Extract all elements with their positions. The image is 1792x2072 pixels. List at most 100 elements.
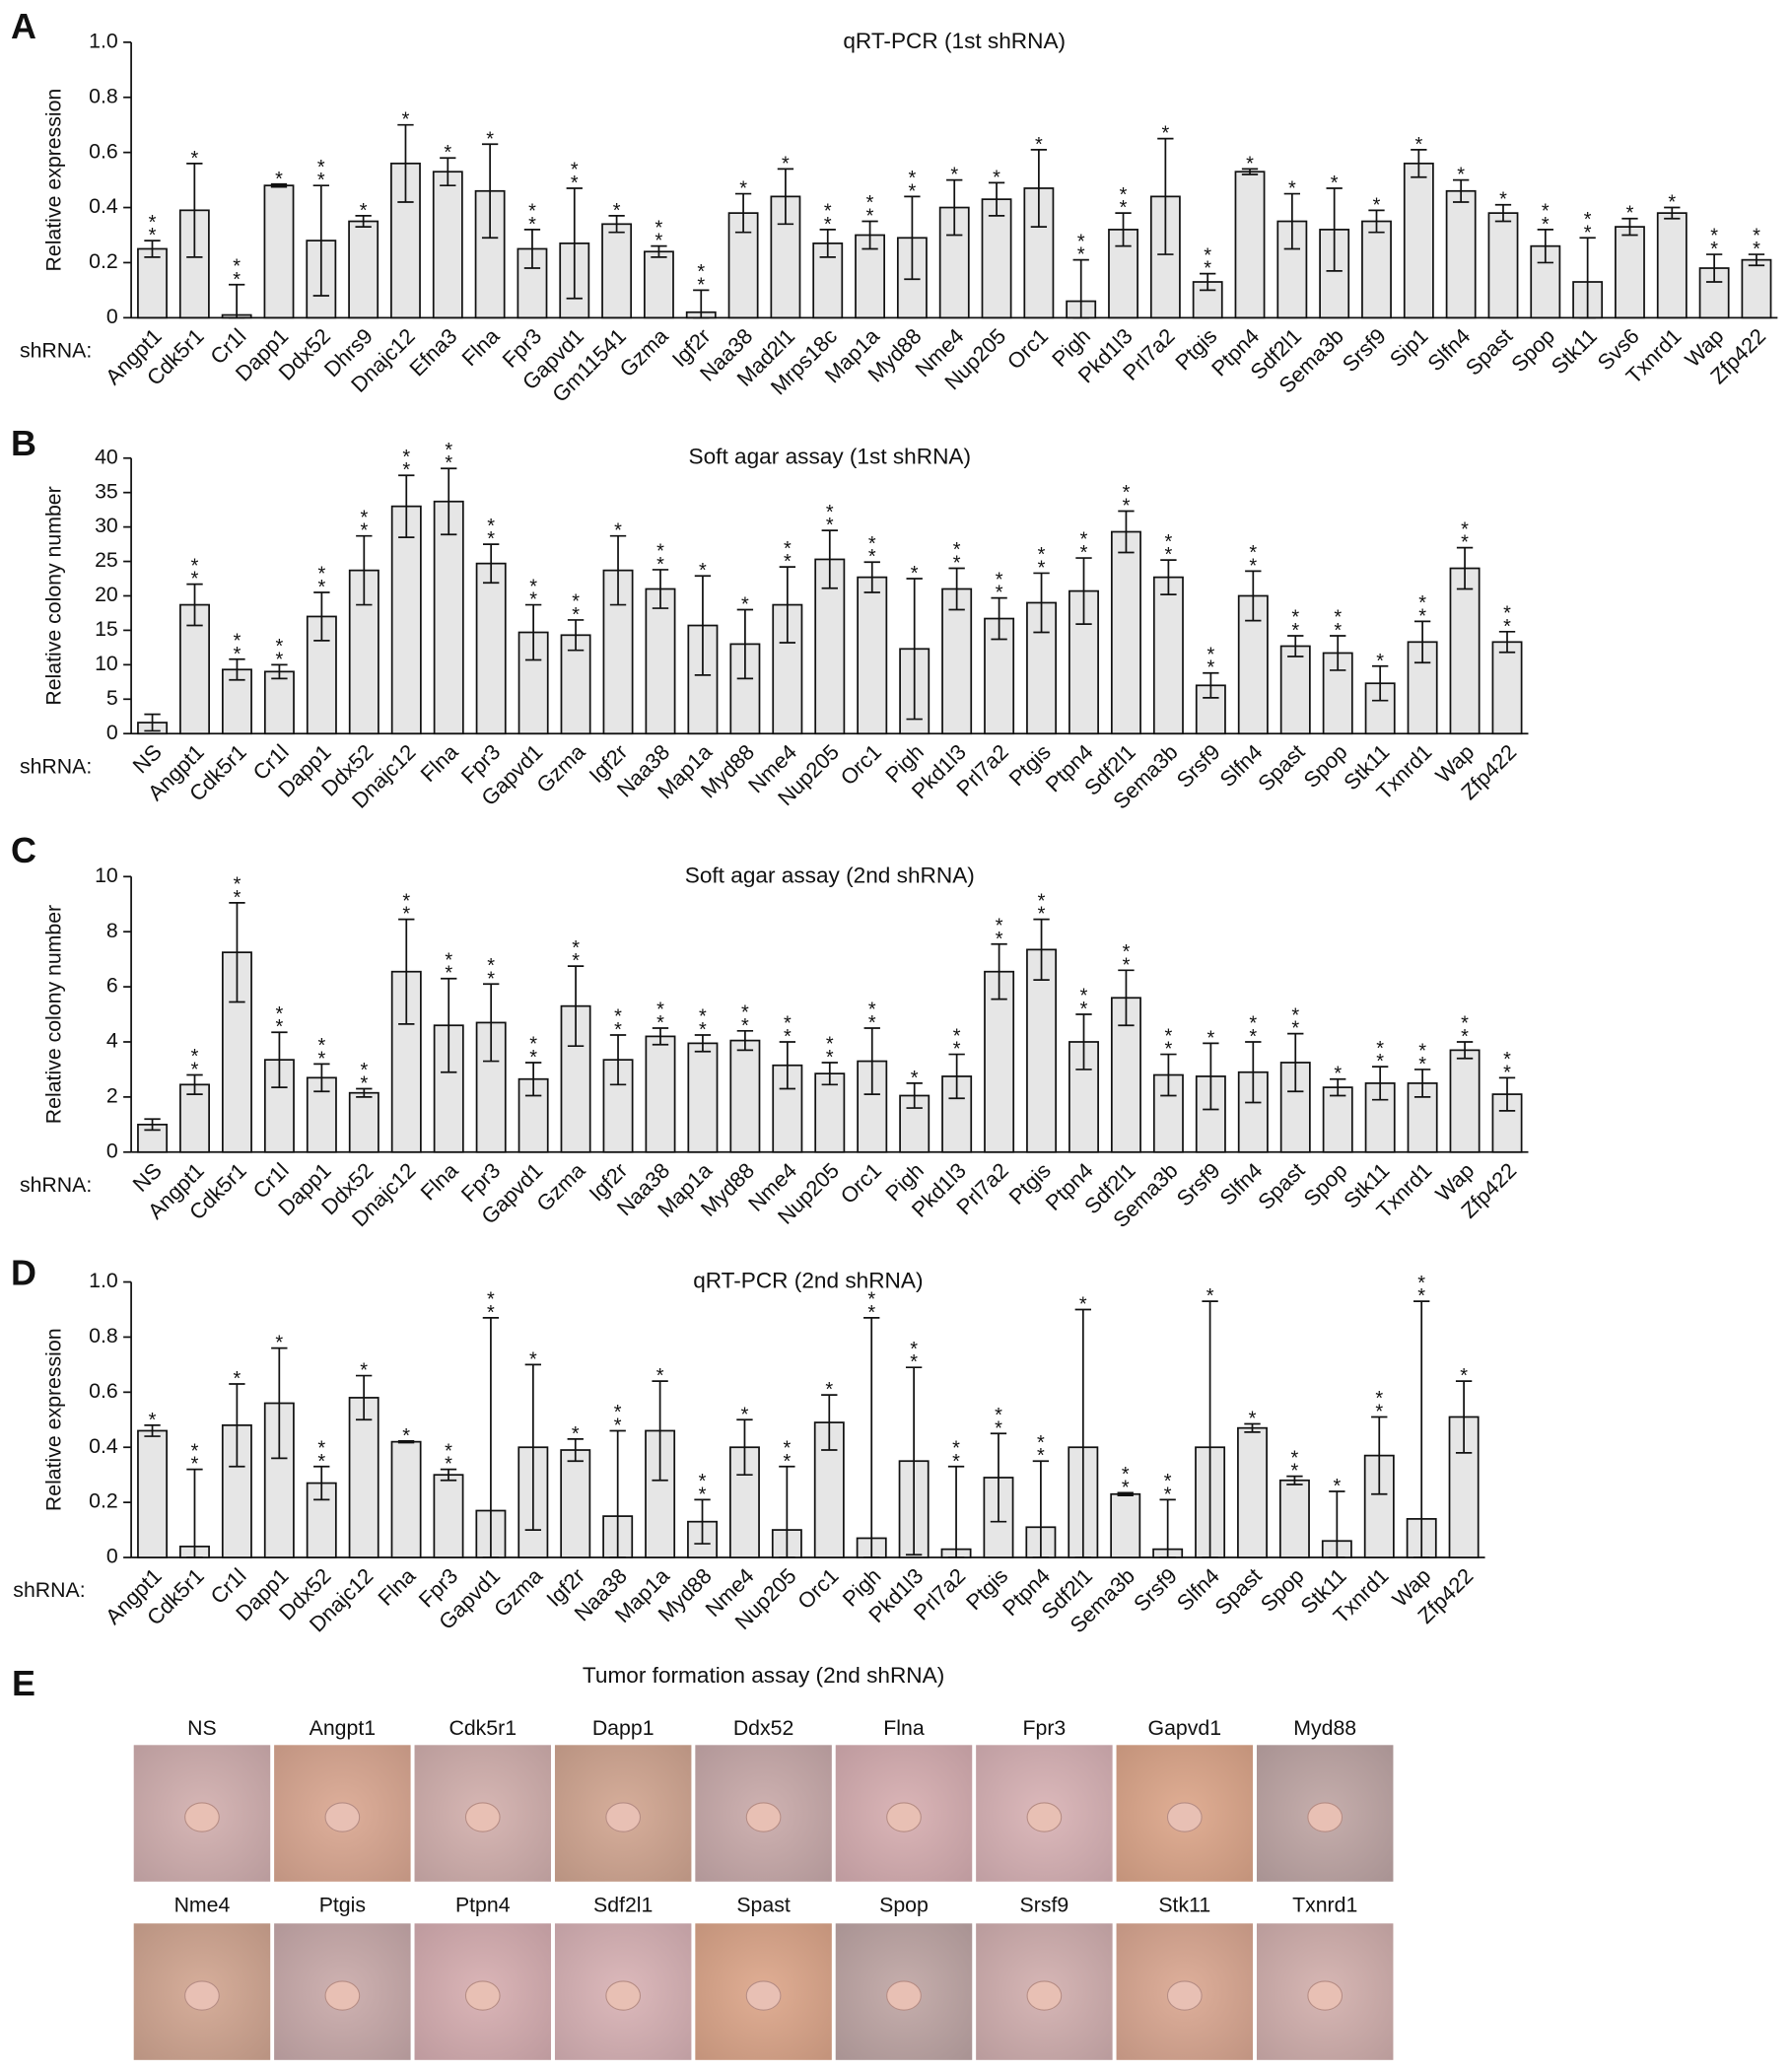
bar [941,587,973,735]
significance: * * [445,950,452,985]
bar [263,184,295,319]
bar [137,1429,169,1558]
significance: * * [1123,941,1131,976]
error-bar [567,619,585,652]
significance: * * [276,636,284,670]
significance: * [1414,134,1422,156]
error-bar [779,1465,795,1558]
error-bar [1371,1066,1389,1101]
error-bar [1283,192,1300,250]
error-bar [1371,1416,1388,1495]
error-bar [1157,137,1174,255]
bar [601,223,633,319]
x-tick-label: Flna [457,323,505,371]
significance: * [360,200,368,222]
significance: * * [824,201,832,236]
significance: * * [1418,1041,1426,1075]
error-bar [523,229,541,269]
bar [433,500,464,735]
significance: * [402,1425,410,1447]
significance: * * [868,1000,876,1034]
error-bar [904,195,921,281]
significance: * * [528,201,536,236]
error-bar [481,143,499,240]
significance: * * [276,1003,284,1038]
error-bar [271,663,288,680]
chart-title: Soft agar assay (2nd shRNA) [685,863,975,887]
y-tick-label: 6 [106,974,118,998]
y-tick-label: 2 [106,1084,118,1108]
error-bar [186,1073,203,1095]
error-bar [1072,258,1089,319]
error-bar [863,1027,880,1095]
significance: * * [655,218,663,252]
chart-title: qRT-PCR (1st shRNA) [843,29,1066,53]
significance: * * [1038,891,1046,926]
photo-label: Ptgis [319,1894,366,1917]
significance: * * [191,1046,199,1080]
significance: * * [1080,986,1088,1020]
significance: * * [1120,184,1128,219]
bar [1403,162,1434,319]
y-tick-label: 0.4 [89,1434,118,1458]
significance: * * [784,1013,792,1048]
error-bar [1456,546,1474,590]
error-bar [1330,1077,1346,1097]
error-bar [144,240,161,258]
significance: * * [866,192,874,227]
significance: * [572,1423,580,1445]
x-tick-label: Orc1 [793,1563,843,1614]
error-bar [1494,203,1512,223]
error-bar [271,1347,288,1460]
significance: * [1206,1285,1214,1307]
significance: * [993,168,1000,189]
error-bar [693,289,710,319]
bar [475,562,507,735]
significance: * * [867,1289,875,1324]
significance: * * [1249,1013,1257,1048]
error-bar [821,1394,838,1451]
significance: * * [995,1405,1002,1439]
bar [1237,1426,1268,1558]
significance: * * [699,1471,707,1505]
error-bar [863,1317,880,1558]
significance: * * [487,1289,495,1324]
significance: * * [445,1441,452,1476]
significance: * * [487,516,495,550]
x-tick-label: Flna [416,1157,463,1205]
photo-label: Dapp1 [592,1716,655,1740]
significance: * * [996,570,1003,604]
significance: * * [1077,232,1085,266]
bar [1026,948,1058,1153]
error-bar [1413,1069,1431,1098]
error-bar [398,474,415,538]
significance: * [1246,154,1254,175]
error-bar [229,283,245,319]
error-bar [1537,229,1553,264]
significance: * [1206,1028,1214,1050]
significance: * * [233,256,241,291]
tumor [1026,1980,1063,2011]
error-bar [1498,630,1516,654]
error-bar [313,1063,330,1093]
error-bar [991,596,1007,641]
significance: * * [1461,519,1469,554]
error-bar [356,1087,373,1098]
significance: * * [317,1035,325,1070]
significance: * * [1461,1013,1469,1048]
x-tick-label: Orc1 [836,1158,886,1209]
tumor [464,1802,501,1832]
tumor [605,1802,642,1832]
significance: * * [529,1034,537,1069]
error-bar [482,543,500,585]
y-tick-label: 0.6 [89,1379,118,1403]
significance: * * [1123,483,1131,518]
x-tick-label: Srsf9 [1172,1158,1225,1211]
x-tick-label: Orc1 [836,739,886,790]
significance: * * [783,1438,791,1473]
significance: * [486,129,494,151]
photo-label: Nme4 [174,1894,231,1917]
error-bar [312,184,329,297]
bar [857,576,888,735]
error-bar [440,1468,457,1482]
